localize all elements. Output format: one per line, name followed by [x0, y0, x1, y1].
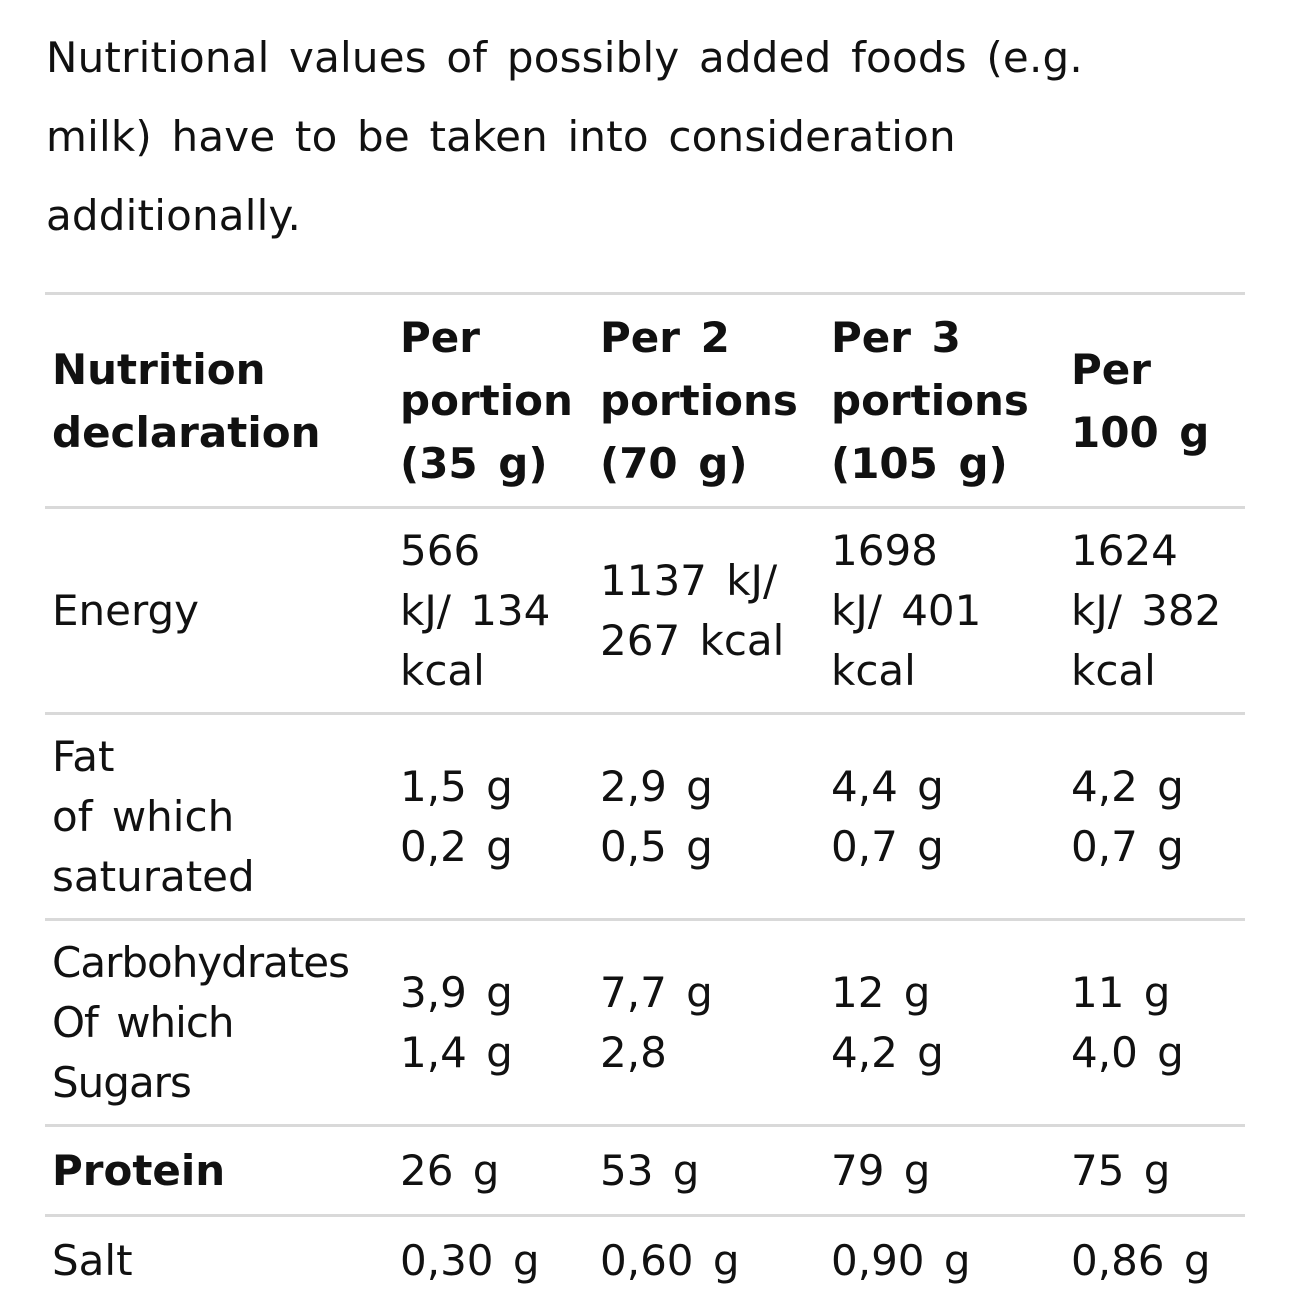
energy-per-100g: 1624 kJ/ 382 kcal: [1071, 525, 1222, 695]
carbohydrates-per-2-portions: 7,7 g 2,8: [600, 967, 713, 1077]
intro-paragraph: Nutritional values of possibly added foo…: [46, 33, 1083, 240]
row-label-carbohydrates: Carbohydrates Of which Sugars: [52, 937, 350, 1107]
header-per-100g: Per 100 g: [1071, 344, 1210, 457]
fat-per-portion: 1,5 g 0,2 g: [400, 761, 513, 871]
nutrition-table: Nutrition declaration Per portion (35 g)…: [45, 292, 1245, 1306]
protein-per-portion: 26 g: [400, 1145, 500, 1195]
table-header-row: Nutrition declaration Per portion (35 g)…: [45, 293, 1245, 508]
row-label-fat: Fat of which saturated: [52, 731, 255, 901]
salt-per-3-portions: 0,90 g: [831, 1236, 971, 1286]
fat-per-3-portions: 4,4 g 0,7 g: [831, 761, 944, 871]
table-row-salt: Salt 0,30 g 0,60 g 0,90 g 0,86 g: [45, 1215, 1245, 1306]
salt-per-100g: 0,86 g: [1071, 1236, 1211, 1286]
header-per-portion: Per portion (35 g): [400, 313, 573, 488]
row-label-protein: Protein: [52, 1145, 226, 1195]
energy-per-portion: 566 kJ/ 134 kcal: [400, 525, 551, 695]
energy-per-3-portions: 1698 kJ/ 401 kcal: [831, 525, 982, 695]
row-label-energy: Energy: [52, 585, 200, 635]
table-row-fat: Fat of which saturated 1,5 g 0,2 g 2,9 g…: [45, 713, 1245, 920]
energy-per-2-portions: 1137 kJ/ 267 kcal: [600, 555, 785, 665]
row-label-salt: Salt: [52, 1236, 133, 1286]
header-per-3-portions: Per 3 portions (105 g): [831, 313, 1029, 488]
salt-per-2-portions: 0,60 g: [600, 1236, 740, 1286]
header-nutrition-declaration: Nutrition declaration: [52, 344, 321, 457]
header-per-2-portions: Per 2 portions (70 g): [600, 313, 798, 488]
protein-per-2-portions: 53 g: [600, 1145, 700, 1195]
carbohydrates-per-portion: 3,9 g 1,4 g: [400, 967, 513, 1077]
table-row-carbohydrates: Carbohydrates Of which Sugars 3,9 g 1,4 …: [45, 919, 1245, 1126]
table-row-protein: Protein 26 g 53 g 79 g 75 g: [45, 1125, 1245, 1216]
carbohydrates-per-100g: 11 g 4,0 g: [1071, 967, 1184, 1077]
table-row-energy: Energy 566 kJ/ 134 kcal 1137 kJ/ 267 kca…: [45, 507, 1245, 714]
protein-per-3-portions: 79 g: [831, 1145, 931, 1195]
protein-per-100g: 75 g: [1071, 1145, 1171, 1195]
carbohydrates-per-3-portions: 12 g 4,2 g: [831, 967, 944, 1077]
salt-per-portion: 0,30 g: [400, 1236, 540, 1286]
fat-per-2-portions: 2,9 g 0,5 g: [600, 761, 713, 871]
fat-per-100g: 4,2 g 0,7 g: [1071, 761, 1184, 871]
